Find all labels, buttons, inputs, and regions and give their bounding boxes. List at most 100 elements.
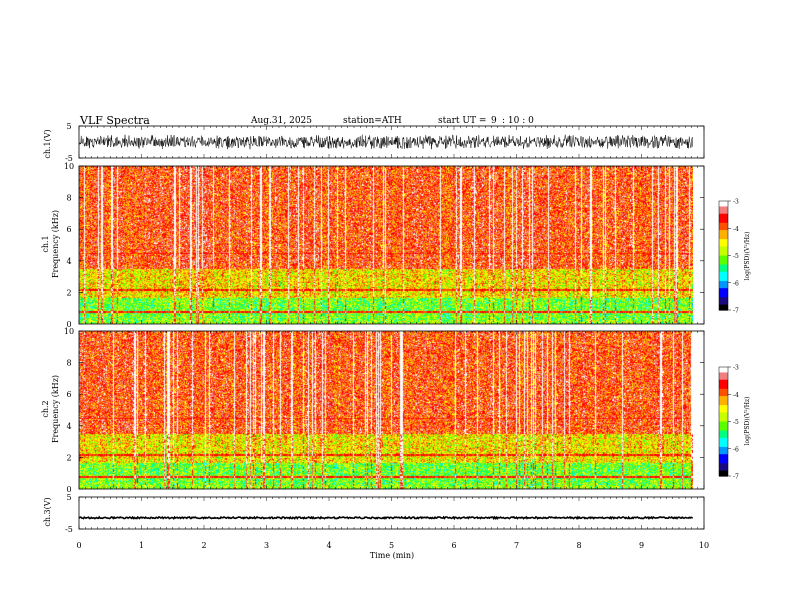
ch1-spectrogram-ytick-6: 6 [66,225,71,234]
colorbar-swatch [719,437,728,441]
ch1-waveform-trace [78,134,694,150]
colorbar-swatch [719,250,728,253]
colorbar-swatch [719,204,728,208]
x-tick-label-1: 1 [139,541,144,550]
colorbar-swatch [719,206,728,209]
colorbar-swatch [719,383,728,386]
ch3-waveform-ytick-bottom: -5 [65,525,73,534]
ch1-colorbar-label: log(PSD)(V²/Hz) [744,232,751,281]
colorbar-swatch [719,468,728,472]
colorbar-swatch [719,463,728,466]
colorbar-tick-label: -3 [733,199,739,206]
ch1-colorbar: -3 -4 -5 -6 -7 [718,199,739,315]
colorbar-swatch [719,282,728,286]
x-tick-label-4: 4 [326,541,331,550]
colorbar-tick-label: -4 [733,226,739,233]
colorbar-swatch [719,302,728,306]
colorbar-swatch [719,210,728,213]
colorbar-swatch [719,222,728,226]
colorbar-tick-label: -5 [733,419,739,426]
colorbar-swatch [719,237,728,240]
colorbar-swatch [719,224,728,228]
colorbar-swatch [719,428,728,432]
colorbar-tick-label: -7 [733,474,739,481]
colorbar-swatch [719,260,728,264]
ch1-spectrogram-ytick-0: 0 [66,320,71,329]
colorbar-swatch [719,288,728,291]
colorbar-swatch [719,388,728,392]
ch1-spectrogram-ytick-2: 2 [66,288,71,297]
ch1-spectrogram-ytick-10: 10 [64,162,74,171]
colorbar-swatch [719,308,728,311]
colorbar-swatch [719,434,728,437]
colorbar-swatch [719,470,728,473]
colorbar-swatch [719,436,728,439]
colorbar-swatch [719,246,728,249]
colorbar-swatch [719,386,728,390]
time-axis: 0 1 2 3 4 5 6 7 8 9 10 [76,541,709,550]
colorbar-swatch [719,253,728,257]
colorbar-swatch [719,454,728,457]
colorbar-swatch [719,235,728,238]
x-tick-label-2: 2 [201,541,206,550]
colorbar-swatch [719,466,728,470]
colorbar-swatch [719,284,728,287]
colorbar-swatch [719,410,728,414]
colorbar-swatch [719,397,728,401]
ch1-spectrogram-panel: 0 2 4 6 8 10 [64,162,705,329]
ch2-spectrogram-ytick-2: 2 [66,453,71,462]
colorbar-swatch [719,219,728,222]
colorbar-swatch [719,293,728,297]
ch3-waveform-trace [78,515,694,521]
colorbar-swatch [719,399,728,403]
ch2-spectrogram-ytick-4: 4 [66,422,71,431]
colorbar-swatch [719,372,728,375]
colorbar-swatch [719,459,728,463]
colorbar-swatch [719,425,728,428]
colorbar-swatch [719,406,728,410]
date-label: Aug.31, 2025 [250,116,312,126]
colorbar-swatch [719,306,728,309]
colorbar-swatch [719,392,728,395]
ch2-spectrogram-image [79,331,693,489]
ch1-waveform-ytick-bottom: -5 [65,154,73,163]
colorbar-swatch [719,465,728,468]
colorbar-swatch [719,211,728,215]
colorbar-swatch [719,242,728,246]
colorbar-swatch [719,233,728,237]
colorbar-swatch [719,262,728,266]
colorbar-swatch [719,286,728,289]
colorbar-swatch [719,441,728,444]
colorbar-tick-label: -3 [733,365,739,372]
colorbar-swatch [719,374,728,377]
x-tick-label-10: 10 [699,541,709,550]
colorbar-swatch [719,461,728,464]
ch2-colorbar-label: log(PSD)(V²/Hz) [744,397,751,446]
figure-title: VLF Spectra [79,114,150,127]
colorbar-tick-label: -6 [733,446,739,453]
ch3-volt-label: ch.3(V) [43,497,52,526]
colorbar-swatch [719,394,728,397]
x-tick-label-8: 8 [576,541,581,550]
colorbar-swatch [719,385,728,388]
ch1-waveform-panel: 5 -5 [65,122,705,163]
colorbar-swatch [719,376,728,379]
colorbar-swatch [719,408,728,412]
x-tick-label-5: 5 [389,541,394,550]
colorbar-swatch [719,231,728,235]
start-ut-label: start UT = [438,116,486,126]
colorbar-swatch [719,390,728,394]
ch1-freq-label: Frequency (kHz) [51,210,60,278]
colorbar-swatch [719,445,728,448]
x-tick-label-9: 9 [639,541,644,550]
colorbar-swatch [719,240,728,244]
colorbar-swatch [719,271,728,275]
colorbar-swatch [719,379,728,383]
ch3-waveform-panel: 5 -5 [65,493,705,534]
x-tick-label-6: 6 [451,541,456,550]
colorbar-swatch [719,251,728,255]
ch1-spectrogram-ytick-4: 4 [66,257,71,266]
ch1-spectrogram-image [79,166,693,324]
colorbar-swatch [719,264,728,267]
